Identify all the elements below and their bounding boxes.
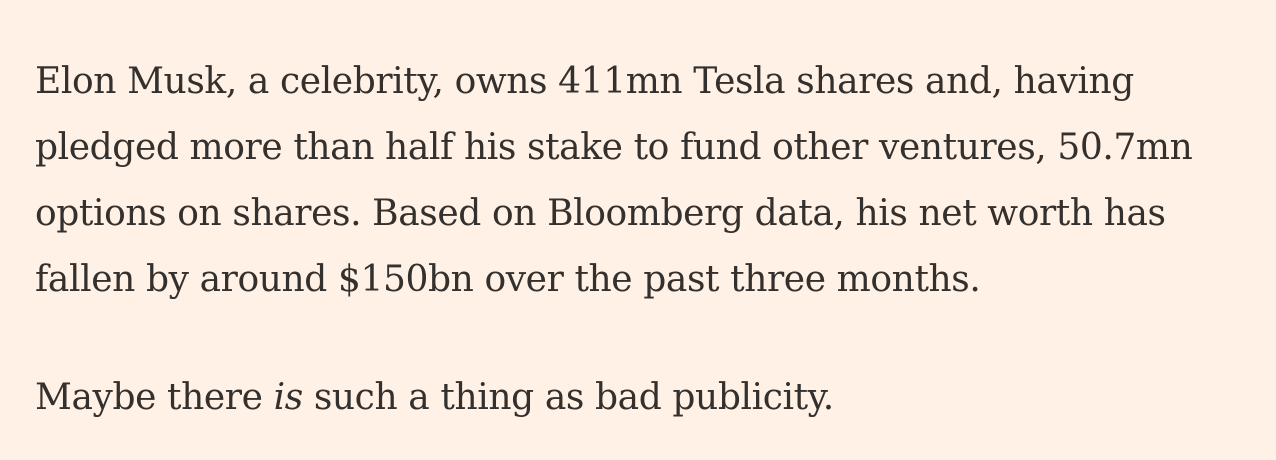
paragraph-text-after: such a thing as bad publicity. (302, 377, 834, 418)
emphasized-word: is (273, 377, 304, 418)
paragraph-bad-publicity: Maybe there is such a thing as bad publi… (35, 365, 1255, 431)
article-body: Elon Musk, a celebrity, owns 411mn Tesla… (35, 49, 1255, 431)
paragraph-text-before: Maybe there (35, 377, 274, 418)
paragraph-musk-shares: Elon Musk, a celebrity, owns 411mn Tesla… (35, 61, 1193, 300)
